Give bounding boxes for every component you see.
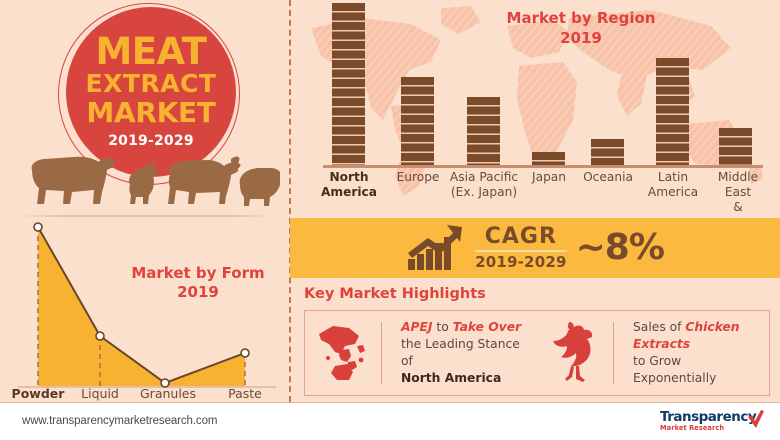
- cagr-rule: [475, 250, 567, 252]
- form-label-paste: Paste: [228, 386, 262, 401]
- label-line-1: Latin: [657, 170, 689, 184]
- form-label-granules: Granules: [139, 386, 197, 401]
- label-line-2: (Ex. Japan): [450, 185, 518, 199]
- bar-middle-east-africa: [719, 128, 752, 165]
- market-by-form-axis-labels: Powder Liquid Granules Paste: [0, 386, 289, 406]
- cagr-label: CAGR: [484, 224, 557, 250]
- label-line-2: & Africa: [733, 200, 743, 214]
- tmr-logo[interactable]: Transparency Market Research: [660, 410, 764, 436]
- market-by-form-title: Market by Form 2019: [118, 264, 278, 302]
- highlight-emph-chicken-extracts: Chicken Extracts: [633, 320, 740, 351]
- label-line-1: Oceania: [583, 170, 633, 184]
- label-line-1: Japan: [532, 170, 566, 184]
- highlight-mid-to: to: [432, 320, 453, 334]
- highlight-line2: to Grow Exponentially: [633, 354, 717, 385]
- bar-europe: [401, 77, 434, 165]
- region-chart-title: Market by Region 2019: [451, 8, 711, 48]
- form-area-fill: [38, 227, 245, 386]
- region-label-japan: Japan: [532, 170, 566, 185]
- form-trend-line: [37, 226, 246, 385]
- highlight-item-apej: APEJ to Take Over the Leading Stance of …: [305, 311, 537, 395]
- bar-asia-pacific: [467, 97, 500, 165]
- panel-divider: [289, 0, 291, 402]
- badge-line-3: MARKET: [86, 95, 216, 129]
- tmr-logo-name: Transparency: [660, 409, 757, 425]
- tmr-logo-sub: Market Research: [660, 424, 725, 432]
- highlight-emph-apej: APEJ: [401, 320, 433, 334]
- highlight-line3: North America: [401, 371, 502, 385]
- market-by-region-chart: Market by Region 2019 North America Euro…: [291, 0, 780, 215]
- cagr-period: 2019-2029: [475, 252, 567, 271]
- label-line-1: Asia Pacific: [449, 170, 519, 184]
- cagr-banner: CAGR 2019-2029 ~8%: [290, 218, 780, 278]
- title-badge: MEAT EXTRACT MARKET 2019-2029: [66, 7, 236, 177]
- growth-arrow-bar-icon: [408, 225, 463, 270]
- region-label-oceania: Oceania: [583, 170, 633, 185]
- region-label-latin-america: Latin America: [648, 170, 698, 200]
- chicken-icon: [553, 322, 593, 382]
- bar-latin-america: [656, 58, 689, 165]
- region-title-year: 2019: [560, 29, 602, 47]
- region-label-asia-pacific: Asia Pacific (Ex. Japan): [450, 170, 518, 200]
- form-title-year: 2019: [177, 283, 219, 301]
- label-line-1: Europe: [396, 170, 440, 184]
- highlight-pre-sales: Sales of: [633, 320, 686, 334]
- checkmark-icon: [748, 410, 764, 428]
- region-label-middle-east-africa: Middle East & Africa: [717, 170, 759, 215]
- bar-japan: [532, 152, 565, 165]
- asia-pacific-map-icon: [319, 326, 365, 380]
- highlight-emph-takeover: Take Over: [452, 320, 522, 334]
- key-highlights-box: APEJ to Take Over the Leading Stance of …: [304, 310, 770, 396]
- form-label-powder: Powder: [11, 386, 65, 401]
- highlight-text-chicken: Sales of Chicken Extracts to Grow Expone…: [624, 319, 763, 387]
- animal-ground-line: [18, 215, 276, 217]
- bar-oceania: [591, 139, 624, 165]
- highlight-text-apej: APEJ to Take Over the Leading Stance of …: [392, 319, 531, 387]
- label-line-1: Middle East: [717, 170, 759, 199]
- label-line-2: America: [647, 185, 699, 199]
- region-baseline: [323, 165, 763, 168]
- cagr-value: ~8%: [575, 227, 665, 268]
- highlight-divider: [381, 322, 382, 384]
- bar-north-america: [332, 3, 365, 165]
- market-by-form-chart: [18, 222, 276, 388]
- highlight-item-chicken: Sales of Chicken Extracts to Grow Expone…: [537, 311, 769, 395]
- badge-years: 2019-2029: [108, 132, 194, 149]
- label-line-1: North: [329, 170, 369, 184]
- highlight-line2: the Leading Stance of: [401, 337, 520, 368]
- footer-bar: www.transparencymarketresearch.com Trans…: [0, 402, 780, 440]
- key-highlights-title: Key Market Highlights: [304, 286, 486, 302]
- highlight-divider: [613, 322, 614, 384]
- badge-line-2: EXTRACT: [85, 68, 217, 98]
- label-line-2: America: [320, 185, 378, 199]
- badge-line-1: MEAT: [95, 29, 207, 73]
- footer-url[interactable]: www.transparencymarketresearch.com: [22, 415, 218, 427]
- region-label-europe: Europe: [397, 170, 440, 185]
- form-title-text: Market by Form: [131, 264, 265, 282]
- livestock-silhouettes-icon: [31, 156, 280, 206]
- form-label-liquid: Liquid: [81, 386, 119, 401]
- region-label-north-america: North America: [321, 170, 377, 200]
- region-title-text: Market by Region: [506, 9, 656, 27]
